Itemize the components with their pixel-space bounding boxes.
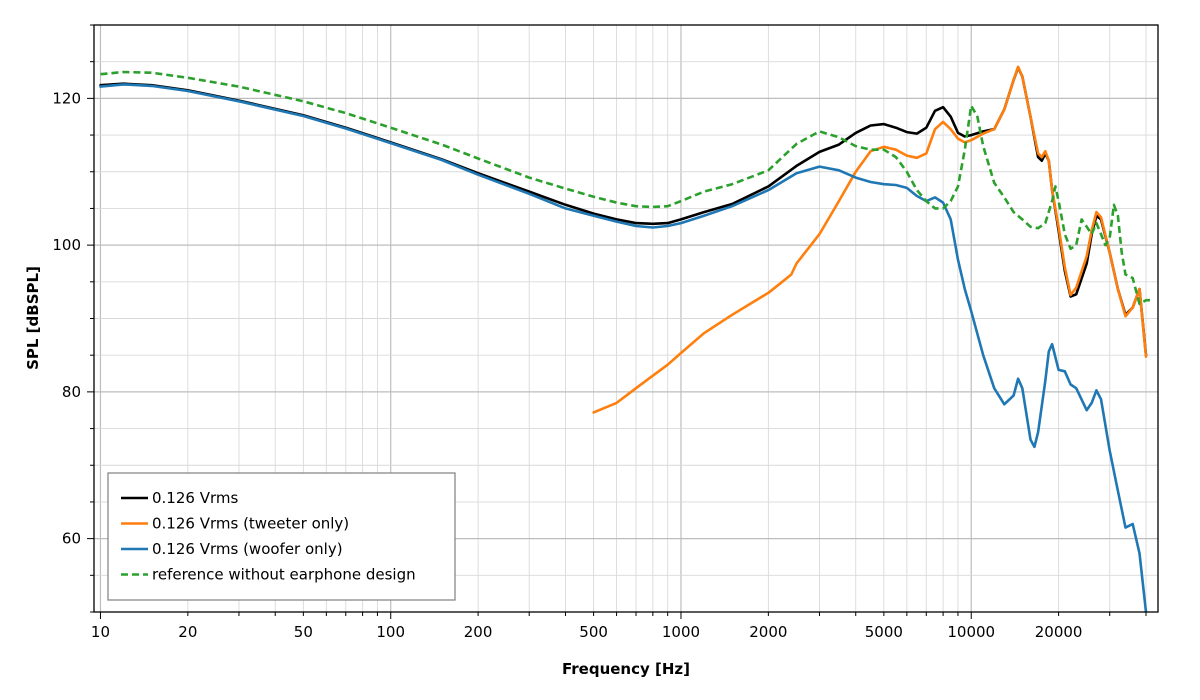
series-line-3 — [99, 83, 1148, 612]
x-tick-label: 5000 — [865, 623, 903, 641]
axis-ticks — [87, 24, 1147, 619]
x-tick-label: 20 — [178, 623, 197, 641]
x-tick-label: 10 — [91, 623, 110, 641]
x-tick-label: 100 — [376, 623, 405, 641]
y-axis-title: SPL [dBSPL] — [24, 266, 42, 370]
series-group — [99, 65, 1151, 612]
x-axis-title: Frequency [Hz] — [562, 660, 690, 678]
y-tick-label: 60 — [62, 530, 81, 548]
y-tick-label: 120 — [52, 89, 81, 107]
legend-label: 0.126 Vrms (woofer only) — [152, 540, 343, 558]
series-line-2 — [592, 65, 1148, 414]
legend-label: 0.126 Vrms — [152, 489, 238, 507]
legend: 0.126 Vrms 0.126 Vrms (tweeter only) 0.126… — [107, 472, 456, 601]
x-tick-label: 500 — [579, 623, 608, 641]
x-tick-label: 2000 — [749, 623, 787, 641]
y-tick-label: 80 — [62, 383, 81, 401]
y-tick-label: 100 — [52, 236, 81, 254]
x-tick-label: 1000 — [662, 623, 700, 641]
tick-labels: 10 20 50 100 200 500 1000 2000 5000 10000 20000 60 8… — [52, 89, 1082, 641]
legend-label: 0.126 Vrms (tweeter only) — [152, 515, 349, 533]
x-tick-label: 10000 — [947, 623, 995, 641]
x-tick-label: 200 — [464, 623, 493, 641]
series-line-1 — [99, 66, 1148, 357]
x-tick-label: 50 — [294, 623, 313, 641]
x-tick-label: 20000 — [1035, 623, 1083, 641]
series-line-4 — [100, 70, 1151, 306]
legend-label: reference without earphone design — [152, 566, 416, 584]
legend-box — [107, 472, 456, 601]
